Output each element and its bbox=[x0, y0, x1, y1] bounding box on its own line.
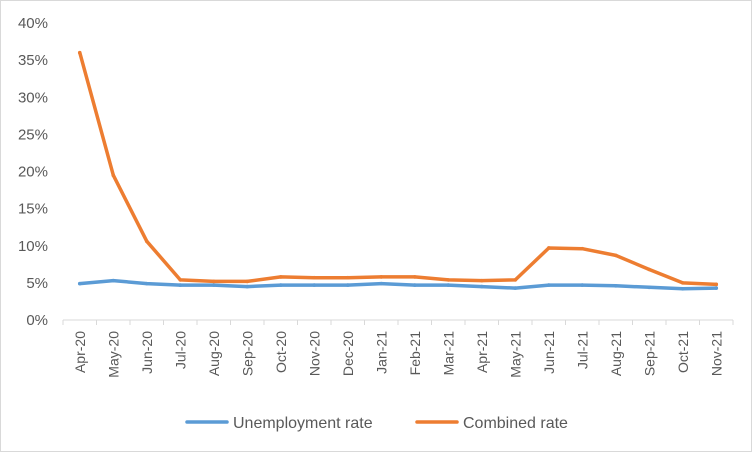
x-tick-label: Oct-21 bbox=[675, 331, 691, 373]
combined-rate-point bbox=[714, 282, 719, 287]
x-tick-label: Apr-20 bbox=[72, 331, 88, 373]
x-tick-label: Jul-20 bbox=[172, 331, 188, 369]
y-tick-label: 20% bbox=[18, 164, 48, 181]
unemployment-rate-point bbox=[412, 283, 417, 287]
combined-rate-point bbox=[345, 275, 350, 280]
x-tick-label: Dec-20 bbox=[340, 331, 356, 376]
legend: Unemployment rate Combined rate bbox=[185, 415, 568, 432]
x-tick-label: Aug-20 bbox=[206, 331, 222, 376]
unemployment-rate-point bbox=[613, 284, 618, 288]
unemployment-rate-point bbox=[680, 287, 685, 291]
y-tick-label: 35% bbox=[18, 52, 48, 69]
unemployment-rate-point bbox=[312, 283, 317, 287]
x-tick-label: Sep-20 bbox=[239, 331, 255, 376]
combined-rate-point bbox=[379, 275, 384, 279]
y-tick-label: 25% bbox=[18, 126, 48, 143]
x-tick-label: May-21 bbox=[507, 331, 523, 378]
x-tick-label: Jul-21 bbox=[574, 331, 590, 369]
x-tick-label: Nov-21 bbox=[708, 331, 724, 376]
combined-rate-point bbox=[278, 275, 283, 279]
combined-rate-point bbox=[513, 278, 518, 282]
combined-rate-point bbox=[312, 275, 317, 280]
x-tick-label: Feb-21 bbox=[407, 331, 423, 376]
combined-rate-point bbox=[647, 267, 652, 272]
unemployment-rate-point bbox=[211, 283, 216, 287]
combined-rate-point bbox=[680, 281, 685, 285]
unemployment-rate-point bbox=[178, 283, 183, 287]
x-tick-label: Jun-21 bbox=[541, 331, 557, 374]
x-axis: Apr-20 May-20 Jun-20 Jul-20 Aug-20 Sep-20 Oct-… bbox=[62, 319, 734, 378]
combined-rate-point bbox=[245, 279, 250, 284]
series-layer bbox=[77, 50, 719, 291]
unemployment-rate-point bbox=[278, 283, 283, 287]
x-tick-label: Jan-21 bbox=[373, 331, 389, 374]
y-axis: 0% 5% 10% 15% 20% 25% 30% 35% 40% bbox=[18, 15, 48, 329]
combined-rate-point bbox=[479, 278, 484, 283]
unemployment-rate-point bbox=[546, 283, 551, 287]
x-tick-label: Aug-21 bbox=[608, 331, 624, 376]
unemployment-rate-point bbox=[144, 281, 149, 286]
unemployment-rate-point bbox=[714, 286, 719, 290]
combined-rate-point bbox=[546, 246, 551, 250]
combined-rate-point bbox=[211, 279, 216, 284]
unemployment-rate-point bbox=[479, 284, 484, 289]
unemployment-rate-point bbox=[379, 281, 384, 286]
combined-rate-point bbox=[111, 173, 116, 178]
unemployment-rate-point bbox=[513, 286, 518, 290]
unemployment-rate-point bbox=[345, 283, 350, 287]
combined-rate-legend-label: Combined rate bbox=[463, 415, 568, 432]
unemployment-rate-point bbox=[111, 278, 116, 283]
unemployment-rate-point bbox=[446, 283, 451, 287]
unemployment-rate-point bbox=[580, 283, 585, 287]
y-tick-label: 10% bbox=[18, 238, 48, 255]
y-tick-label: 5% bbox=[26, 275, 48, 292]
y-tick-label: 0% bbox=[26, 312, 48, 329]
y-tick-label: 40% bbox=[18, 15, 48, 32]
y-tick-label: 15% bbox=[18, 201, 48, 218]
x-tick-label: Sep-21 bbox=[641, 331, 657, 376]
combined-rate-point bbox=[412, 275, 417, 279]
combined-rate-point bbox=[613, 253, 618, 258]
x-tick-label: Apr-21 bbox=[474, 331, 490, 373]
x-tick-label: May-20 bbox=[105, 331, 121, 378]
unemployment-rate-point bbox=[245, 284, 250, 289]
unemployment-rate-legend-label: Unemployment rate bbox=[233, 415, 373, 432]
combined-rate-point bbox=[580, 246, 585, 251]
unemployment-rate-point bbox=[647, 285, 652, 290]
unemployment-rate-line bbox=[78, 278, 719, 291]
x-tick-label: Mar-21 bbox=[440, 331, 456, 376]
y-tick-label: 30% bbox=[18, 89, 48, 106]
unemployment-rate-point bbox=[77, 281, 82, 286]
x-tick-label: Oct-20 bbox=[273, 331, 289, 373]
combined-rate-point bbox=[77, 50, 82, 55]
combined-rate-line bbox=[78, 50, 719, 287]
combined-rate-point bbox=[446, 278, 451, 282]
x-tick-label: Jun-20 bbox=[139, 331, 155, 374]
combined-rate-point bbox=[144, 239, 149, 244]
x-tick-label: Nov-20 bbox=[306, 331, 322, 376]
combined-rate-point bbox=[178, 278, 183, 282]
